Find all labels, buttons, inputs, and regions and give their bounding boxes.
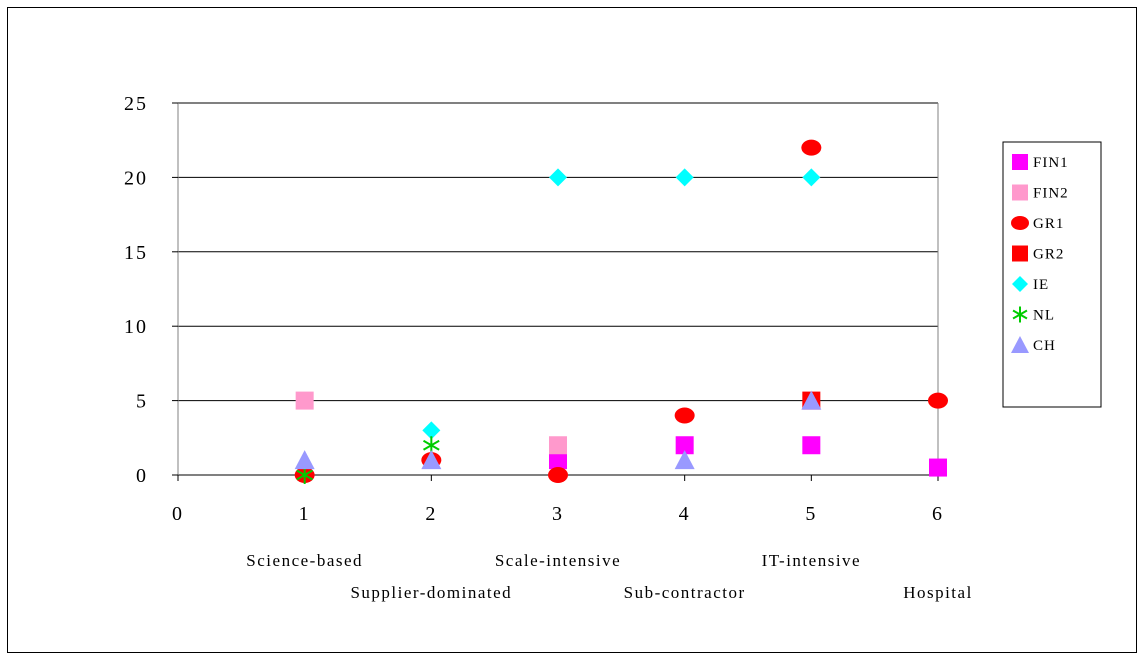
category-label: Scale-intensive xyxy=(495,551,621,570)
x-tick-label: 4 xyxy=(679,503,691,525)
x-tick-label: 0 xyxy=(172,503,184,525)
y-tick-label: 20 xyxy=(124,167,148,189)
legend-label-fin2: FIN2 xyxy=(1033,186,1069,202)
category-label: Hospital xyxy=(903,583,973,602)
legend-marker-fin2 xyxy=(1012,184,1028,201)
category-label: Supplier-dominated xyxy=(350,583,512,602)
point-gr1 xyxy=(548,467,568,483)
legend-label-gr2: GR2 xyxy=(1033,247,1064,263)
chart-frame xyxy=(7,7,1137,653)
point-ch xyxy=(294,450,315,470)
y-tick-label: 15 xyxy=(124,242,148,264)
point-gr1 xyxy=(928,392,948,409)
point-fin2 xyxy=(549,436,567,455)
x-tick-label: 6 xyxy=(932,503,944,525)
category-label: IT-intensive xyxy=(762,551,862,570)
point-ch xyxy=(421,450,442,470)
legend-marker-ch xyxy=(1011,336,1029,353)
y-tick-label: 5 xyxy=(136,391,148,413)
legend-marker-gr1 xyxy=(1011,216,1029,230)
point-ch xyxy=(801,390,822,410)
category-label: Sub-contractor xyxy=(624,583,746,602)
x-tick-label: 5 xyxy=(805,503,817,525)
point-fin2 xyxy=(295,391,314,410)
point-ie xyxy=(549,168,567,187)
y-tick-label: 0 xyxy=(136,465,148,487)
point-ch xyxy=(674,450,695,470)
legend-marker-ie xyxy=(1012,276,1028,292)
point-fin1 xyxy=(675,436,694,455)
point-gr1 xyxy=(801,139,822,156)
point-ie xyxy=(422,421,441,440)
legend-label-ch: CH xyxy=(1033,338,1056,354)
legend-marker-gr2 xyxy=(1012,245,1028,262)
y-tick-label: 10 xyxy=(124,316,148,338)
x-tick-label: 3 xyxy=(552,503,564,525)
point-gr1 xyxy=(674,407,695,424)
legend-label-fin1: FIN1 xyxy=(1033,155,1069,171)
point-fin1 xyxy=(929,458,947,477)
x-tick-label: 1 xyxy=(299,503,311,525)
y-tick-label: 25 xyxy=(124,93,148,115)
point-fin1 xyxy=(549,451,567,470)
point-fin1 xyxy=(802,436,821,455)
legend-box xyxy=(1002,141,1102,408)
x-tick-label: 2 xyxy=(425,503,437,525)
legend-label-nl: NL xyxy=(1033,308,1055,324)
category-label: Science-based xyxy=(246,551,363,570)
legend-marker-fin1 xyxy=(1012,154,1028,170)
legend-label-gr1: GR1 xyxy=(1033,216,1064,232)
point-ie xyxy=(802,168,821,187)
point-ie xyxy=(675,168,694,187)
legend-label-ie: IE xyxy=(1033,277,1049,293)
legend-marker-nl xyxy=(1012,306,1028,323)
